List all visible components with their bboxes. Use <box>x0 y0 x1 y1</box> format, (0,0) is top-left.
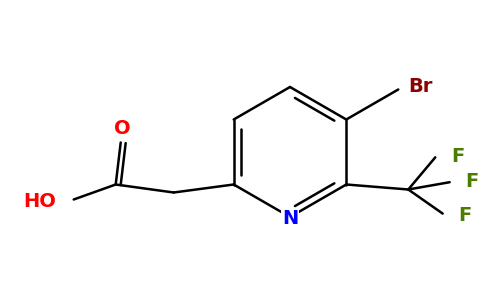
Text: N: N <box>282 209 298 229</box>
Text: F: F <box>451 147 465 166</box>
Text: F: F <box>466 172 479 191</box>
Text: HO: HO <box>23 192 56 211</box>
Text: Br: Br <box>408 77 432 96</box>
Text: O: O <box>114 119 131 138</box>
Text: F: F <box>459 206 472 225</box>
